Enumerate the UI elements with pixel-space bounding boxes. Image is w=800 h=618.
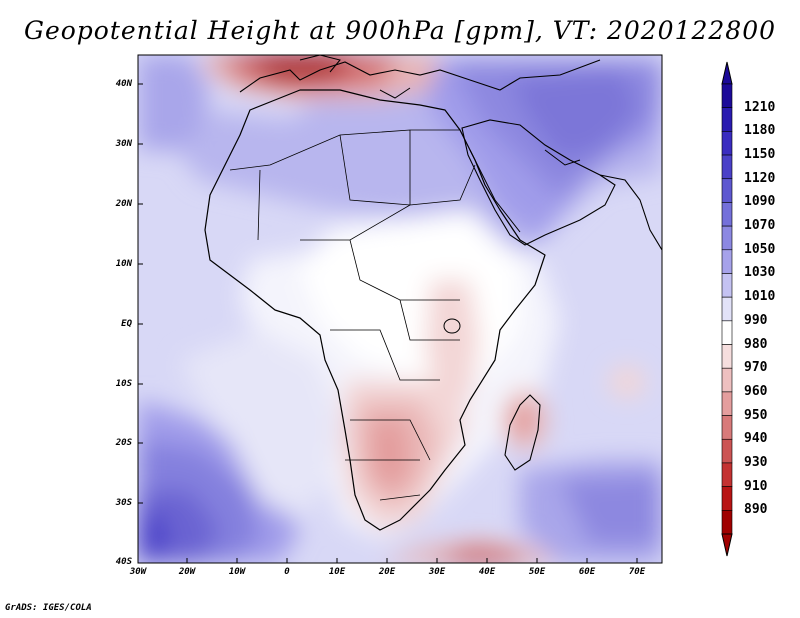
colorbar-swatch [721,83,733,108]
lon-label: 70E [628,567,646,577]
colorbar-swatch [721,438,733,464]
lon-label: 10E [328,567,346,577]
colorbar-swatch [721,510,733,535]
colorbar-label: 980 [744,336,768,352]
colorbar-label: 1030 [744,265,776,281]
plot-frame [137,54,663,564]
colorbar-label: 950 [744,407,768,423]
colorbar-label: 1180 [744,123,776,139]
colorbar-swatch [721,225,733,251]
lat-label: 30S [115,498,132,508]
colorbar [721,61,733,557]
colorbar-label: 1070 [744,218,776,234]
triangle-up-icon [721,61,733,85]
lat-label: 30N [115,139,132,149]
colorbar-swatch [721,296,733,322]
colorbar-swatch [721,249,733,274]
lon-label: 10W [228,567,246,577]
colorbar-swatch [721,178,733,203]
colorbar-swatch [721,344,733,369]
credit-text: GrADS: IGES/COLA [5,603,92,613]
colorbar-label: 1210 [744,99,776,115]
colorbar-swatch [721,273,733,298]
colorbar-label: 990 [744,312,768,328]
lon-label: 60E [578,567,596,577]
lat-label: EQ [121,319,132,329]
lat-label: 40S [115,557,132,567]
lon-label: 50E [528,567,546,577]
axis-ticks [138,83,638,563]
lat-label: 20S [115,438,132,448]
colorbar-swatch [721,486,733,511]
colorbar-label: 1150 [744,147,776,163]
colorbar-swatch [721,107,733,132]
lat-label: 40N [115,79,132,89]
colorbar-swatch [721,202,733,227]
colorbar-label: 1050 [744,241,776,257]
colorbar-label: 1010 [744,289,776,305]
colorbar-swatch [721,391,733,416]
lat-label: 10S [115,379,132,389]
colorbar-label: 890 [744,502,768,518]
colorbar-label: 1090 [744,194,776,210]
lon-label: 0 [284,567,290,577]
colorbar-label: 910 [744,478,768,494]
colorbar-swatch [721,367,733,393]
colorbar-label: 970 [744,360,768,376]
colorbar-label: 940 [744,431,768,447]
colorbar-swatch [721,320,733,345]
triangle-down-icon [721,533,733,557]
colorbar-label: 1120 [744,170,776,186]
lon-label: 30E [428,567,446,577]
lat-label: 20N [115,199,132,209]
lon-label: 20W [178,567,196,577]
colorbar-swatch [721,154,733,180]
colorbar-swatch [721,415,733,440]
colorbar-swatch [721,131,733,156]
colorbar-swatch [721,462,733,487]
lat-label: 10N [115,259,132,269]
lon-label: 40E [478,567,496,577]
lon-label: 20E [378,567,396,577]
colorbar-label: 930 [744,454,768,470]
height-field [138,55,662,563]
lon-label: 30W [129,567,147,577]
chart-title: Geopotential Height at 900hPa [gpm], VT:… [23,16,777,45]
colorbar-label: 960 [744,383,768,399]
